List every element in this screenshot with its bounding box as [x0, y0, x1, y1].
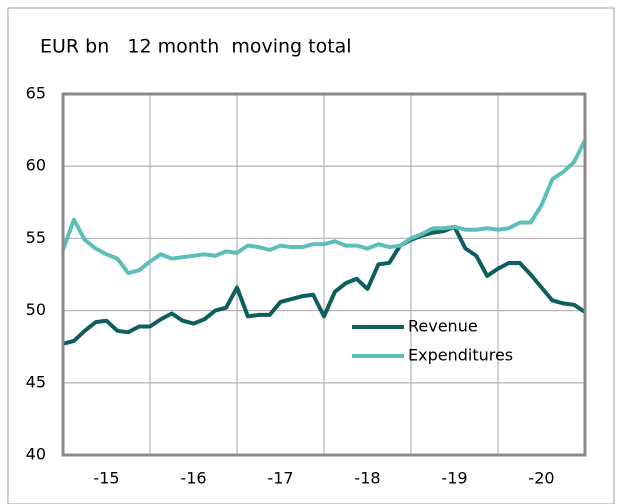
- series-line: [62, 224, 587, 346]
- series-line: [61, 139, 587, 276]
- y-tick-label: 55: [26, 228, 46, 247]
- y-tick-label: 45: [26, 372, 46, 391]
- y-tick-label: 50: [26, 300, 46, 319]
- y-tick-label: 65: [26, 84, 46, 103]
- chart-title: EUR bn 12 month moving total: [40, 36, 352, 58]
- y-tick-label: 40: [26, 445, 46, 464]
- plot-border: [61, 92, 587, 457]
- x-tick-label: -17: [267, 469, 293, 488]
- legend-label: Revenue: [408, 317, 478, 336]
- x-tick-label: -19: [441, 469, 467, 488]
- x-tick-label: -15: [93, 469, 119, 488]
- x-tick-label: -18: [354, 469, 380, 488]
- y-tick-label: 60: [26, 156, 46, 175]
- frame: [7, 7, 615, 504]
- x-tick-label: -20: [528, 469, 554, 488]
- legend-label: Expenditures: [408, 346, 513, 365]
- x-tick-label: -16: [180, 469, 206, 488]
